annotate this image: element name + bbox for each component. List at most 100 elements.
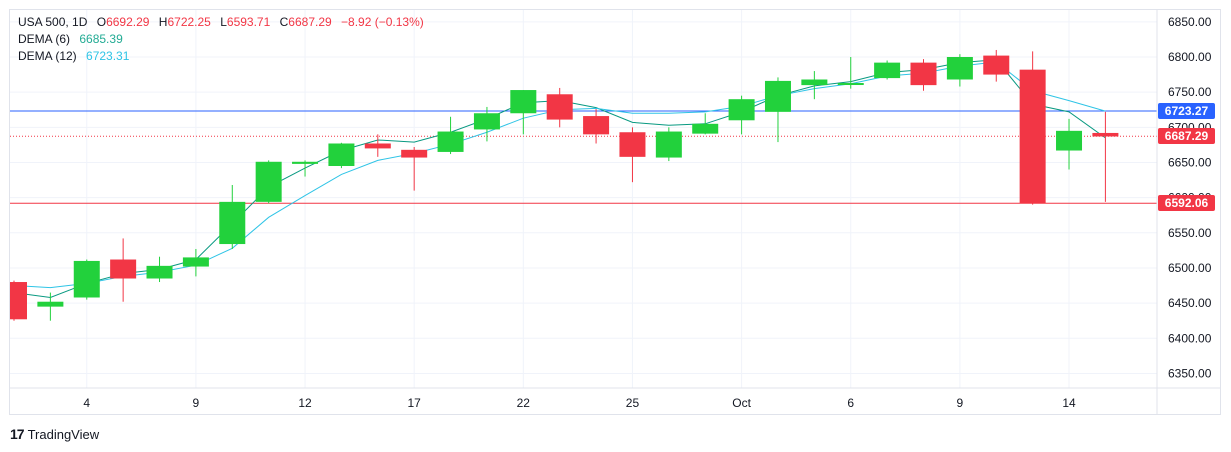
chart-legend: USA 500, 1D O6692.29 H6722.25 L6593.71 C… bbox=[18, 14, 424, 65]
candle-body bbox=[37, 301, 64, 307]
y-tick-label: 6850.00 bbox=[1168, 15, 1212, 29]
candle-body bbox=[255, 161, 282, 202]
candle-body bbox=[801, 79, 828, 86]
y-tick-label: 6550.00 bbox=[1168, 226, 1212, 240]
candle-body bbox=[655, 131, 682, 158]
candle bbox=[182, 248, 209, 277]
price-tag-dema12: 6723.27 bbox=[1158, 102, 1215, 119]
candle-body bbox=[328, 143, 355, 166]
x-tick-label: 4 bbox=[83, 396, 90, 410]
x-tick-label: 17 bbox=[408, 396, 422, 410]
candle-body bbox=[292, 161, 319, 164]
candle-body bbox=[946, 57, 973, 80]
candle-body bbox=[73, 260, 100, 298]
x-tick-label: 14 bbox=[1062, 396, 1076, 410]
candle bbox=[255, 160, 282, 204]
candle bbox=[983, 49, 1010, 82]
candle-body bbox=[219, 201, 246, 245]
candle-body bbox=[910, 62, 937, 86]
candle bbox=[1092, 111, 1119, 202]
x-tick-label: 22 bbox=[517, 396, 531, 410]
candle-body bbox=[1019, 69, 1046, 204]
candle-body bbox=[619, 132, 646, 157]
legend-dema12-label: DEMA (12) bbox=[18, 49, 77, 63]
candle bbox=[837, 57, 864, 89]
candle-body bbox=[1056, 130, 1083, 151]
candle bbox=[146, 256, 173, 283]
brand-name: TradingView bbox=[27, 426, 100, 442]
candle bbox=[655, 127, 682, 162]
candle bbox=[546, 87, 573, 128]
legend-low: L6593.71 bbox=[220, 15, 271, 29]
candle-body bbox=[510, 90, 537, 114]
legend-close: C6687.29 bbox=[279, 15, 332, 29]
candle bbox=[946, 54, 973, 87]
legend-symbol: USA 500, 1D bbox=[18, 15, 88, 29]
candle-body bbox=[473, 113, 500, 130]
candle-body bbox=[583, 116, 610, 135]
legend-open: O6692.29 bbox=[96, 15, 150, 29]
candle bbox=[619, 127, 646, 183]
candle bbox=[1019, 51, 1046, 205]
x-tick-label: 12 bbox=[298, 396, 312, 410]
candle bbox=[910, 59, 937, 91]
candle bbox=[728, 95, 755, 135]
y-tick-label: 6800.00 bbox=[1168, 50, 1212, 64]
candle bbox=[874, 60, 901, 80]
horizontal-lines bbox=[10, 110, 1157, 204]
y-tick-label: 6450.00 bbox=[1168, 296, 1212, 310]
price-tag-low: 6592.06 bbox=[1158, 195, 1215, 212]
x-tick-label: 25 bbox=[626, 396, 640, 410]
x-tick-label: 9 bbox=[957, 396, 964, 410]
legend-dema6-value: 6685.39 bbox=[79, 32, 123, 46]
candle bbox=[292, 160, 319, 177]
candle-body bbox=[546, 94, 573, 120]
legend-change: −8.92 (−0.13%) bbox=[341, 15, 424, 29]
tradingview-brand[interactable]: 17 TradingView bbox=[10, 426, 99, 442]
candle bbox=[37, 292, 64, 321]
candle bbox=[510, 90, 537, 135]
candle bbox=[219, 184, 246, 249]
candle bbox=[73, 259, 100, 300]
candle bbox=[10, 280, 27, 321]
candle bbox=[1056, 118, 1083, 170]
candle-body bbox=[692, 123, 719, 134]
legend-dema12-value: 6723.31 bbox=[86, 49, 130, 63]
candle bbox=[692, 113, 719, 135]
candle bbox=[764, 77, 791, 143]
candle bbox=[328, 142, 355, 169]
candle-body bbox=[10, 282, 27, 320]
candle-body bbox=[182, 257, 209, 267]
y-tick-label: 6350.00 bbox=[1168, 366, 1212, 380]
candle-body bbox=[874, 62, 901, 79]
x-tick-label: 9 bbox=[193, 396, 200, 410]
candle-body bbox=[146, 265, 173, 279]
y-tick-label: 6750.00 bbox=[1168, 85, 1212, 99]
candle bbox=[473, 106, 500, 142]
y-tick-label: 6500.00 bbox=[1168, 261, 1212, 275]
legend-ohlc-row: USA 500, 1D O6692.29 H6722.25 L6593.71 C… bbox=[18, 14, 424, 31]
candle-body bbox=[837, 83, 864, 86]
candle-body bbox=[364, 143, 391, 149]
y-tick-label: 6400.00 bbox=[1168, 331, 1212, 345]
legend-dema12-row[interactable]: DEMA (12) 6723.31 bbox=[18, 48, 424, 65]
candles[interactable] bbox=[1, 49, 1119, 321]
candle bbox=[437, 116, 464, 155]
candle bbox=[364, 134, 391, 157]
candle bbox=[110, 238, 137, 302]
candle bbox=[401, 147, 428, 191]
candle bbox=[583, 109, 610, 144]
axes: 6350.006400.006450.006500.006550.006600.… bbox=[10, 10, 1221, 415]
candle-body bbox=[401, 149, 428, 158]
price-tag-close: 6687.29 bbox=[1158, 128, 1215, 145]
tradingview-logo-icon: 17 bbox=[10, 426, 25, 442]
chart-frame bbox=[9, 9, 1221, 415]
candle-body bbox=[110, 259, 137, 279]
candle-body bbox=[437, 131, 464, 152]
x-tick-label: Oct bbox=[732, 396, 751, 410]
candle-body bbox=[1092, 132, 1119, 137]
legend-dema6-row[interactable]: DEMA (6) 6685.39 bbox=[18, 31, 424, 48]
legend-high: H6722.25 bbox=[158, 15, 211, 29]
y-tick-label: 6650.00 bbox=[1168, 155, 1212, 169]
